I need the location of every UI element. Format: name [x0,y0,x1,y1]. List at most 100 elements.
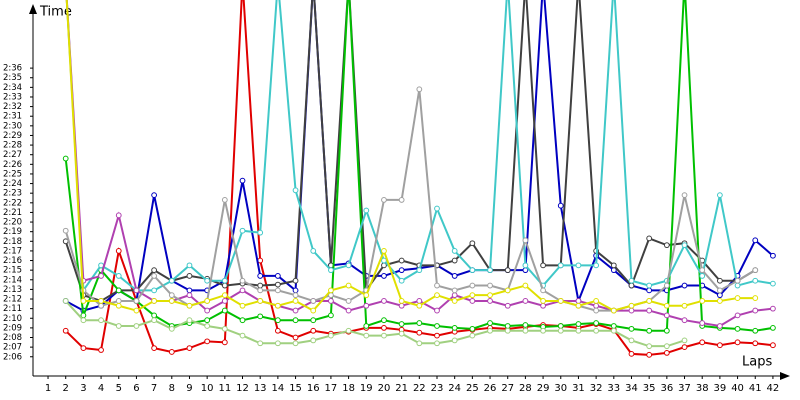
point [221,197,228,203]
point [98,317,104,324]
point [734,339,741,346]
x-tick-label: 17 [325,383,338,394]
point [699,320,706,326]
point [628,282,635,289]
x-tick-label: 37 [678,383,691,394]
y-tick-label: 2:22 [3,198,22,208]
point [186,287,193,294]
point [115,248,122,254]
point [292,298,299,304]
point [292,307,299,314]
point [487,282,493,289]
x-tick-label: 2 [63,383,69,394]
point [681,344,688,351]
point [381,273,387,279]
point [239,317,246,324]
point [257,340,264,347]
point [186,345,193,351]
y-tick-label: 2:11 [3,304,22,314]
x-tick-label: 25 [466,383,479,394]
x-tick-label: 13 [254,383,267,394]
point [752,340,759,347]
point [292,277,299,284]
point [575,327,582,334]
point [239,177,246,184]
point [274,327,281,334]
point [151,312,158,319]
point [628,350,635,357]
point [221,282,228,289]
point [770,252,776,259]
point [310,248,317,254]
y-tick-label: 2:23 [3,189,22,199]
point [398,302,405,309]
point [522,282,529,289]
y-tick-label: 2:09 [3,323,22,333]
point [469,292,476,299]
y-axis-label: Time [39,5,72,20]
point [363,292,370,299]
point [345,298,352,304]
point [451,324,458,331]
x-tick-label: 5 [116,383,122,394]
point [434,307,440,314]
point [398,267,405,274]
point [115,273,122,279]
point [434,340,440,347]
point [716,298,723,304]
point [628,302,635,309]
point [681,302,688,309]
point [62,155,69,162]
point [469,240,476,247]
point [204,307,211,314]
point [487,298,493,304]
point [221,277,228,284]
point [646,282,653,289]
point [434,323,440,329]
point [398,197,405,203]
point [168,349,175,355]
point [663,350,670,356]
point [328,312,334,319]
point [292,287,299,294]
point [752,295,759,301]
point [239,332,246,339]
point [204,298,211,304]
point [646,307,653,314]
point [628,277,635,284]
point [416,302,423,309]
point [62,298,69,304]
point [575,321,582,327]
x-tick-label: 16 [307,383,320,394]
series-line [64,300,685,348]
y-tick-label: 2:28 [3,141,22,151]
point [62,327,69,334]
y-tick-label: 2:15 [3,266,22,276]
point [716,192,723,199]
point [416,320,423,326]
point [274,281,281,288]
point [204,338,211,345]
point [292,317,299,324]
point [610,327,617,334]
point [257,313,264,320]
x-tick-label: 7 [151,383,157,394]
point [239,302,246,309]
x-tick-label: 12 [236,383,249,394]
point [487,267,493,274]
point [381,248,387,254]
y-tick-label: 2:25 [3,169,22,179]
point [504,267,511,274]
x-tick-label: 15 [289,383,302,394]
point [151,273,158,279]
point [557,323,564,329]
point [522,262,529,269]
x-axis-label: Laps [742,355,772,370]
point [451,273,458,279]
point [469,298,476,304]
point [328,298,334,304]
series-line [64,89,756,312]
point [381,324,387,331]
point [398,298,405,304]
